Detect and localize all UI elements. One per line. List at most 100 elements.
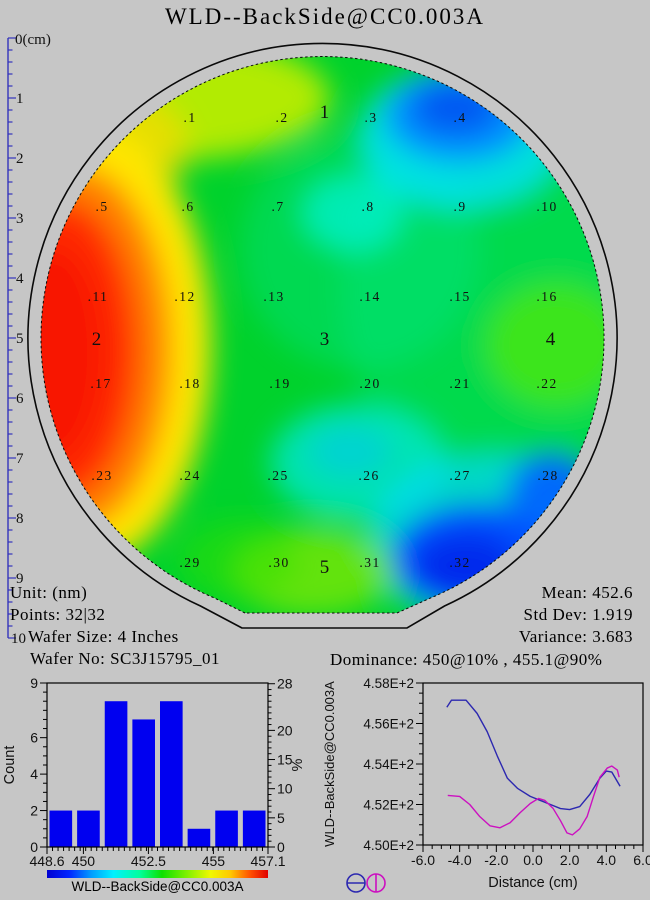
measurement-point-label: .1: [183, 110, 196, 125]
profile-y-axis-label: WLD--BackSide@CC0.003A: [322, 681, 337, 847]
histogram-bar: [77, 810, 100, 847]
heat-blob: [180, 520, 300, 600]
histogram-bar: [49, 810, 73, 847]
measurement-point-label: .13: [263, 289, 284, 304]
zone-number-label: 4: [546, 329, 557, 350]
tick-label: 15: [277, 752, 293, 768]
measurement-point-label: .7: [271, 199, 284, 214]
measurement-point-label: .9: [453, 199, 466, 214]
ruler-cm-label: 9: [16, 571, 24, 587]
measurement-point-label: .10: [536, 199, 557, 214]
measurement-point-label: .22: [536, 376, 557, 391]
x-tick-label: 2.0: [560, 852, 580, 868]
series-vertical-scan: [447, 765, 620, 836]
measurement-point-label: .20: [359, 376, 380, 391]
y-tick-label: 4.56E+2: [363, 717, 414, 732]
x-tick-label: -6.0: [411, 852, 435, 868]
tick-label: 4: [30, 766, 38, 782]
tick-label: 28: [277, 676, 293, 692]
y-tick-label: 4.58E+2: [363, 676, 414, 691]
tick-label: 0: [30, 839, 38, 855]
unit-label: Unit: (nm): [10, 583, 88, 602]
histogram-bar: [187, 828, 211, 847]
circle-vertical-line-icon[interactable]: [366, 873, 386, 893]
tick-label: 2: [30, 803, 38, 819]
measurement-point-label: .21: [449, 376, 470, 391]
measurement-point-label: .17: [90, 376, 111, 391]
heat-blob: [412, 81, 500, 135]
measurement-point-label: .15: [449, 289, 470, 304]
measurement-point-label: .3: [364, 110, 377, 125]
measurement-point-label: .2: [275, 110, 288, 125]
wafer-number-label: Wafer No: SC3J15795_01: [30, 649, 221, 668]
heat-blob: [508, 452, 596, 532]
x-tick-label: 448.6: [29, 853, 64, 869]
dominance-value: Dominance: 450@10% , 455.1@90%: [330, 650, 603, 669]
measurement-point-label: .27: [449, 468, 470, 483]
heat-blob: [484, 281, 605, 409]
points-count-label: Points: 32|32: [10, 605, 106, 624]
measurement-point-label: .19: [269, 376, 290, 391]
measurement-point-label: .12: [174, 289, 195, 304]
circle-horizontal-line-icon[interactable]: [346, 873, 366, 893]
measurement-point-label: .8: [361, 199, 374, 214]
mean-value: Mean: 452.6: [541, 583, 633, 602]
tick-label: 10: [277, 781, 293, 797]
histogram-bar: [132, 719, 155, 847]
measurement-point-label: .29: [179, 555, 200, 570]
y-tick-label: 4.52E+2: [363, 798, 414, 813]
histogram-bar: [104, 701, 128, 847]
ruler-cm-label: 10: [11, 631, 26, 647]
profile-chart: 4.50E+24.52E+24.54E+24.56E+24.58E+2-6.0-…: [322, 676, 650, 893]
histogram-bar: [160, 701, 183, 847]
ruler-cm-label: 2: [16, 151, 24, 167]
tick-label: 9: [30, 675, 38, 691]
colormap-scale-bar: [47, 870, 268, 878]
heat-blob: [308, 426, 392, 478]
tick-label: 0: [277, 839, 285, 855]
measurement-point-label: .23: [91, 468, 112, 483]
tick-label: 6: [30, 730, 38, 746]
ruler-cm-label: 1: [16, 91, 24, 107]
measurement-point-label: .14: [359, 289, 380, 304]
variance-value: Variance: 3.683: [518, 627, 633, 646]
measurement-point-label: .4: [453, 110, 466, 125]
measurement-point-label: .24: [179, 468, 200, 483]
x-tick-label: 450: [72, 853, 96, 869]
x-tick-label: 452.5: [131, 853, 166, 869]
tick-label: 20: [277, 722, 293, 738]
ruler-origin-label: 0(cm): [15, 32, 51, 48]
measurement-point-label: .28: [537, 468, 558, 483]
x-tick-label: 0.0: [523, 852, 543, 868]
stddev-value: Std Dev: 1.919: [523, 605, 633, 624]
count-axis-label: Count: [2, 746, 18, 785]
measurement-point-label: .18: [179, 376, 200, 391]
measurement-point-label: .30: [268, 555, 289, 570]
measurement-point-label: .11: [88, 289, 109, 304]
colormap-label: WLD--BackSide@CC0.003A: [71, 879, 244, 894]
y-tick-label: 4.50E+2: [363, 838, 414, 853]
wafer-edge-exclusion-boundary: [40, 56, 605, 614]
heat-blob: [300, 173, 404, 253]
ruler-cm-label: 8: [16, 511, 24, 527]
percent-axis-label: %: [290, 758, 306, 771]
tick-label: 5: [277, 810, 285, 826]
wafer-size-label: Wafer Size: 4 Inches: [28, 627, 179, 646]
x-tick-label: -2.0: [484, 852, 508, 868]
heat-blob: [41, 245, 103, 461]
measurement-point-label: .5: [95, 199, 108, 214]
histogram-bar: [242, 810, 266, 847]
measurement-point-label: .16: [536, 289, 557, 304]
measurement-point-label: .25: [267, 468, 288, 483]
measurement-point-label: .6: [181, 199, 194, 214]
distance-axis-label: Distance (cm): [488, 875, 577, 891]
measurement-point-label: .32: [449, 555, 470, 570]
x-tick-label: 457.1: [250, 853, 285, 869]
ruler: 0(cm) 1 2 3 4 5 6 7 8 9 10: [7, 32, 51, 647]
ruler-cm-label: 4: [16, 271, 24, 287]
wafer-heatmap[interactable]: .1 .2 .3 .4 .5 .6 .7 .8 .9 .10 .11 .12 .13 .14 .15 .16.…: [0, 30, 650, 650]
x-tick-label: 4.0: [597, 852, 617, 868]
zone-number-label: 2: [92, 329, 103, 350]
zone-number-label: 3: [320, 329, 331, 350]
